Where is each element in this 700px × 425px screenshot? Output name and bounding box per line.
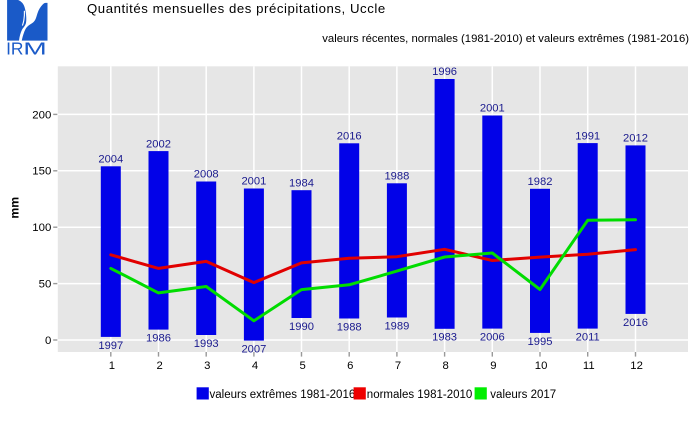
svg-text:1995: 1995 bbox=[528, 336, 553, 348]
svg-text:9: 9 bbox=[490, 360, 496, 372]
svg-text:2008: 2008 bbox=[194, 169, 219, 181]
svg-text:2001: 2001 bbox=[241, 176, 266, 188]
svg-text:8: 8 bbox=[443, 360, 449, 372]
svg-text:1988: 1988 bbox=[337, 321, 362, 333]
svg-text:R: R bbox=[11, 38, 24, 58]
svg-text:I: I bbox=[6, 38, 11, 58]
svg-text:1986: 1986 bbox=[146, 333, 171, 345]
svg-text:1983: 1983 bbox=[432, 332, 457, 344]
svg-text:150: 150 bbox=[32, 166, 51, 178]
svg-text:2: 2 bbox=[156, 360, 162, 372]
svg-text:Quantités mensuelles des préci: Quantités mensuelles des précipitations,… bbox=[87, 1, 386, 16]
svg-text:1984: 1984 bbox=[289, 177, 314, 189]
svg-text:2011: 2011 bbox=[576, 332, 600, 344]
svg-text:2007: 2007 bbox=[241, 344, 266, 356]
svg-text:2006: 2006 bbox=[480, 332, 505, 344]
svg-text:3: 3 bbox=[204, 360, 210, 372]
svg-text:6: 6 bbox=[347, 360, 353, 372]
svg-text:7: 7 bbox=[395, 360, 401, 372]
svg-text:1989: 1989 bbox=[384, 320, 409, 332]
svg-text:2012: 2012 bbox=[623, 133, 648, 145]
svg-text:200: 200 bbox=[32, 109, 51, 121]
svg-text:2004: 2004 bbox=[98, 154, 123, 166]
svg-text:4: 4 bbox=[252, 360, 258, 372]
svg-text:1: 1 bbox=[109, 360, 115, 372]
svg-text:2002: 2002 bbox=[146, 138, 171, 150]
svg-text:1990: 1990 bbox=[289, 321, 314, 333]
svg-text:2001: 2001 bbox=[480, 103, 505, 115]
svg-text:2016: 2016 bbox=[337, 131, 362, 143]
svg-text:1993: 1993 bbox=[194, 338, 219, 350]
svg-text:2016: 2016 bbox=[623, 317, 648, 329]
svg-text:1991: 1991 bbox=[575, 130, 600, 142]
svg-text:valeurs 2017: valeurs 2017 bbox=[490, 389, 556, 401]
svg-text:10: 10 bbox=[535, 360, 548, 372]
svg-text:50: 50 bbox=[39, 279, 52, 291]
svg-text:1996: 1996 bbox=[432, 66, 457, 78]
svg-text:0: 0 bbox=[45, 335, 51, 347]
svg-text:mm: mm bbox=[7, 197, 21, 219]
svg-text:11: 11 bbox=[583, 360, 595, 372]
svg-text:1997: 1997 bbox=[98, 340, 123, 352]
svg-text:M: M bbox=[23, 39, 46, 58]
svg-text:12: 12 bbox=[630, 360, 643, 372]
svg-text:valeurs extrêmes 1981-2016: valeurs extrêmes 1981-2016 bbox=[210, 389, 356, 401]
svg-text:5: 5 bbox=[299, 360, 305, 372]
svg-text:valeurs récentes, normales (19: valeurs récentes, normales (1981-2010) e… bbox=[322, 33, 689, 45]
svg-text:1988: 1988 bbox=[384, 171, 409, 183]
svg-text:1982: 1982 bbox=[528, 176, 553, 188]
svg-text:100: 100 bbox=[32, 222, 51, 234]
svg-text:normales 1981-2010: normales 1981-2010 bbox=[367, 389, 473, 401]
